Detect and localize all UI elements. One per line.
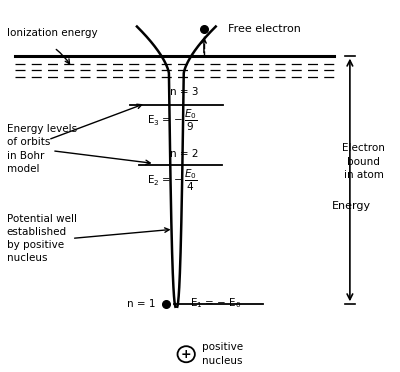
Text: n = 2: n = 2: [170, 149, 198, 159]
Text: +: +: [181, 348, 192, 361]
Text: E$_3$ = $-\,\dfrac{E_0}{9}$: E$_3$ = $-\,\dfrac{E_0}{9}$: [147, 108, 198, 133]
Text: Ionization energy: Ionization energy: [7, 28, 97, 38]
Text: E$_2$ = $-\,\dfrac{E_0}{4}$: E$_2$ = $-\,\dfrac{E_0}{4}$: [147, 168, 198, 193]
Text: Free electron: Free electron: [228, 25, 300, 35]
Text: Energy levels
of orbits
in Bohr
model: Energy levels of orbits in Bohr model: [7, 124, 77, 174]
Text: n = 1: n = 1: [127, 299, 156, 309]
Text: Potential well
established
by positive
nucleus: Potential well established by positive n…: [7, 214, 77, 263]
Text: positive
nucleus: positive nucleus: [202, 342, 243, 366]
Text: n = 3: n = 3: [170, 87, 198, 97]
Text: Energy: Energy: [332, 201, 372, 211]
Text: E$_1$ = $-$ E$_0$: E$_1$ = $-$ E$_0$: [190, 296, 242, 310]
Text: Electron
bound
in atom: Electron bound in atom: [342, 144, 385, 180]
